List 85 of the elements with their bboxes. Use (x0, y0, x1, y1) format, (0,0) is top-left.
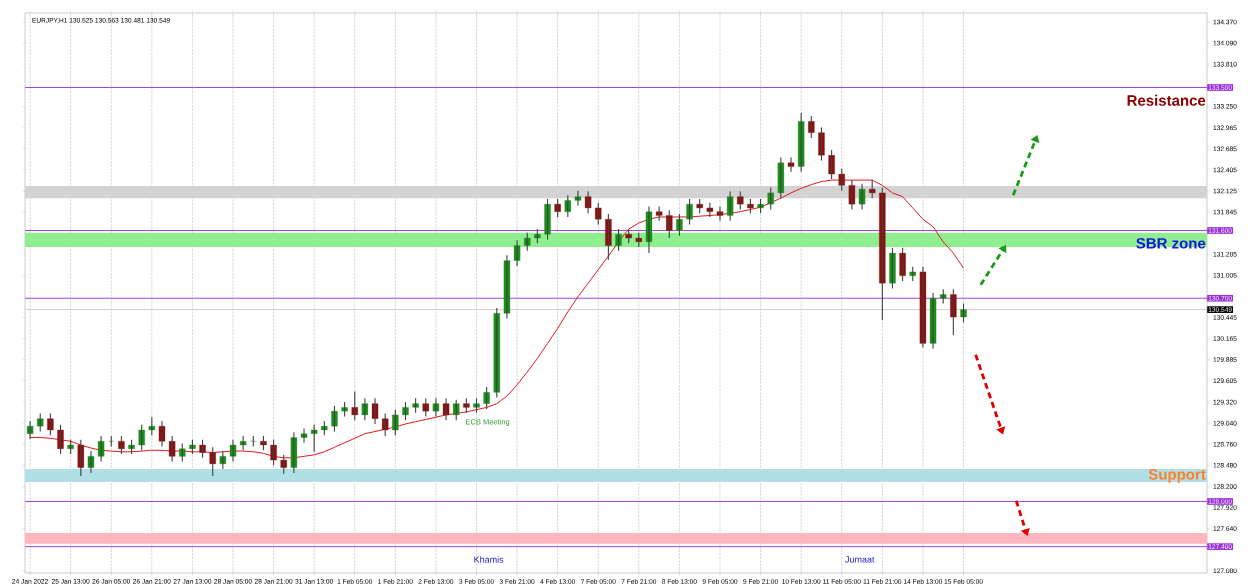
candlestick (219, 450, 227, 470)
candlestick (77, 439, 85, 477)
candlestick (250, 435, 257, 448)
candlestick (544, 198, 551, 241)
candlestick (513, 239, 521, 267)
candlestick (179, 442, 186, 463)
candlestick (584, 190, 592, 214)
annotation: SBR zone (1136, 238, 1206, 249)
candlestick (605, 213, 612, 261)
annotation: Support (1148, 469, 1206, 483)
candlestick (645, 205, 653, 254)
candlestick (270, 439, 277, 466)
candlestick (726, 190, 734, 222)
annotation: Khamis (474, 556, 504, 563)
candlestick (199, 439, 206, 459)
candlestick (889, 247, 896, 290)
candlestick (473, 397, 480, 414)
candlestick (950, 288, 957, 336)
candlestick (453, 399, 460, 421)
candlestick (503, 254, 511, 320)
candlestick (940, 288, 947, 305)
candlestick (87, 450, 95, 474)
candlestick (737, 190, 744, 210)
candlestick (868, 179, 876, 199)
candlestick (209, 446, 216, 477)
annotation: Resistance (1127, 94, 1206, 106)
candlestick (879, 187, 886, 321)
candlestick (919, 266, 927, 348)
candlestick (524, 232, 531, 252)
candlestick (381, 412, 389, 437)
candlestick (960, 302, 967, 323)
candlestick (37, 412, 44, 433)
candlestick (168, 435, 176, 463)
candlestick (158, 420, 166, 448)
candlestick (97, 435, 105, 463)
candlestick (463, 397, 470, 414)
candlestick (787, 156, 795, 173)
candlestick (300, 427, 308, 444)
candlestick (483, 386, 490, 410)
candlestick (351, 391, 358, 421)
annotation: Jumaat (845, 556, 875, 563)
candlestick (442, 397, 450, 421)
candlestick (574, 190, 582, 207)
candlestick (371, 397, 379, 425)
candlestick (716, 205, 724, 222)
candlestick (392, 409, 399, 436)
candlestick (148, 416, 156, 436)
candlestick (138, 424, 145, 451)
candlestick (290, 431, 298, 474)
candlestick (858, 183, 866, 210)
candlestick (929, 292, 937, 350)
candlestick (118, 435, 125, 455)
candlestick (361, 397, 369, 421)
candlestick (564, 194, 572, 218)
candlestick (655, 205, 663, 222)
candlestick (331, 405, 338, 433)
candlestick (57, 424, 64, 455)
candlestick (818, 126, 825, 162)
candlestick (412, 397, 419, 414)
candlestick (666, 209, 673, 239)
candlestick (432, 397, 440, 417)
candlestick (808, 115, 815, 139)
candlestick (686, 198, 693, 226)
candlestick (108, 435, 115, 448)
candlestick (26, 420, 34, 440)
candlestick (777, 156, 785, 199)
candlestick (402, 401, 409, 421)
candlestick (280, 454, 287, 475)
candlestick (767, 187, 774, 210)
candlestick (797, 112, 805, 173)
candlestick (239, 435, 247, 451)
candlestick (838, 168, 845, 192)
candlestick (676, 213, 683, 237)
candlestick (595, 202, 602, 226)
candlestick (493, 307, 500, 399)
candlestick (848, 179, 856, 210)
candlestick (615, 228, 622, 252)
candlestick (554, 198, 561, 218)
candlestick (229, 439, 237, 463)
candlestick (422, 397, 429, 417)
candlestick (47, 412, 54, 436)
candlestick (310, 424, 318, 453)
candlestick (899, 247, 906, 282)
candlestick (828, 149, 835, 180)
candlestick (706, 202, 714, 218)
